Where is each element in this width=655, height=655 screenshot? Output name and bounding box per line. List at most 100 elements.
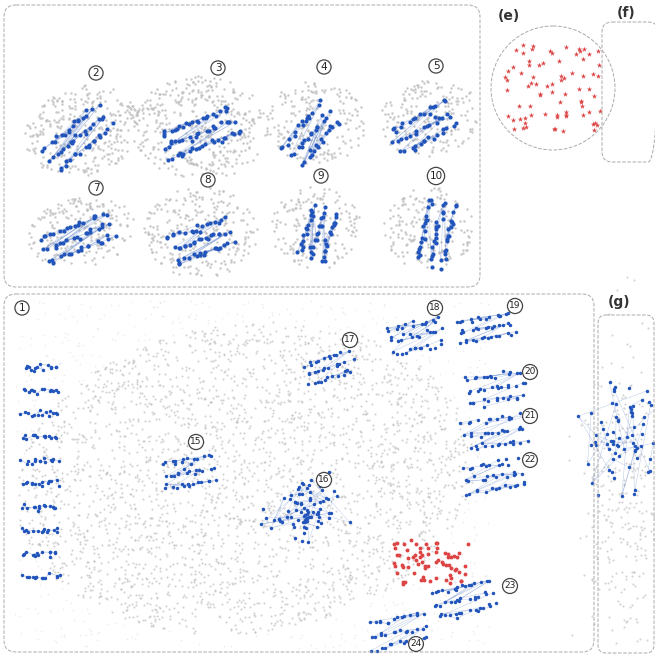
Point: [89, 367, 100, 377]
Point: [398, 607, 408, 618]
Point: [148, 104, 159, 115]
Point: [621, 574, 631, 584]
Point: [301, 483, 312, 493]
Point: [341, 367, 351, 377]
Point: [643, 467, 653, 477]
Point: [81, 90, 92, 101]
Point: [54, 115, 65, 125]
Point: [100, 381, 111, 392]
Point: [203, 597, 214, 607]
Point: [462, 442, 472, 453]
Point: [210, 444, 220, 455]
Point: [592, 120, 603, 130]
Point: [267, 216, 278, 227]
Point: [442, 576, 453, 586]
Point: [476, 297, 486, 308]
Point: [139, 223, 149, 233]
Point: [164, 470, 175, 481]
Point: [278, 480, 288, 491]
Point: [301, 97, 312, 107]
Point: [339, 338, 350, 348]
Point: [328, 440, 339, 450]
Point: [474, 365, 485, 376]
Point: [346, 110, 357, 121]
Point: [120, 107, 130, 118]
Point: [410, 134, 421, 144]
Point: [56, 147, 66, 158]
Point: [423, 549, 434, 559]
Point: [24, 121, 34, 132]
Point: [348, 354, 359, 365]
Point: [423, 113, 434, 123]
Point: [608, 406, 619, 417]
Point: [316, 377, 326, 387]
Point: [47, 552, 57, 563]
Point: [546, 79, 557, 89]
Point: [523, 81, 534, 91]
Point: [458, 238, 468, 249]
Point: [50, 547, 60, 557]
Point: [197, 90, 208, 101]
Point: [341, 428, 351, 438]
Point: [185, 458, 196, 468]
Point: [620, 437, 630, 447]
Point: [67, 544, 77, 555]
Point: [52, 421, 63, 431]
Point: [299, 212, 309, 223]
Point: [386, 244, 396, 255]
Point: [206, 160, 216, 170]
Point: [360, 570, 371, 580]
Point: [458, 463, 468, 474]
Point: [290, 221, 301, 231]
Point: [253, 335, 264, 345]
Text: 20: 20: [524, 367, 536, 377]
Point: [108, 118, 119, 128]
Point: [93, 141, 103, 151]
Point: [592, 47, 603, 57]
Point: [233, 398, 243, 409]
Point: [49, 151, 60, 162]
Point: [140, 417, 150, 427]
Point: [48, 92, 58, 102]
Point: [263, 113, 273, 124]
Point: [430, 464, 440, 475]
Point: [387, 419, 398, 429]
Point: [195, 136, 206, 147]
Point: [212, 489, 223, 499]
Point: [190, 79, 200, 90]
Point: [371, 499, 381, 510]
Point: [435, 136, 445, 146]
Point: [372, 485, 383, 496]
Point: [477, 603, 488, 613]
Point: [196, 90, 206, 100]
Point: [435, 185, 445, 196]
Point: [189, 159, 199, 169]
Point: [342, 555, 352, 566]
Point: [350, 352, 361, 363]
Point: [212, 424, 223, 434]
Point: [341, 248, 352, 258]
Point: [419, 563, 430, 573]
Point: [301, 582, 311, 592]
Point: [358, 436, 368, 446]
Point: [160, 338, 171, 348]
Point: [348, 346, 358, 356]
Point: [455, 316, 466, 327]
Point: [176, 458, 187, 469]
Point: [277, 543, 288, 553]
Point: [66, 103, 77, 113]
Point: [402, 107, 413, 118]
Point: [231, 537, 242, 548]
Point: [406, 93, 417, 103]
Point: [199, 577, 210, 588]
Point: [151, 534, 161, 544]
Point: [61, 234, 71, 245]
Point: [345, 570, 356, 580]
Point: [339, 370, 349, 381]
Point: [492, 381, 502, 392]
Point: [77, 437, 87, 447]
Point: [454, 461, 464, 472]
Point: [628, 567, 639, 578]
Point: [329, 437, 339, 447]
Point: [68, 232, 79, 242]
